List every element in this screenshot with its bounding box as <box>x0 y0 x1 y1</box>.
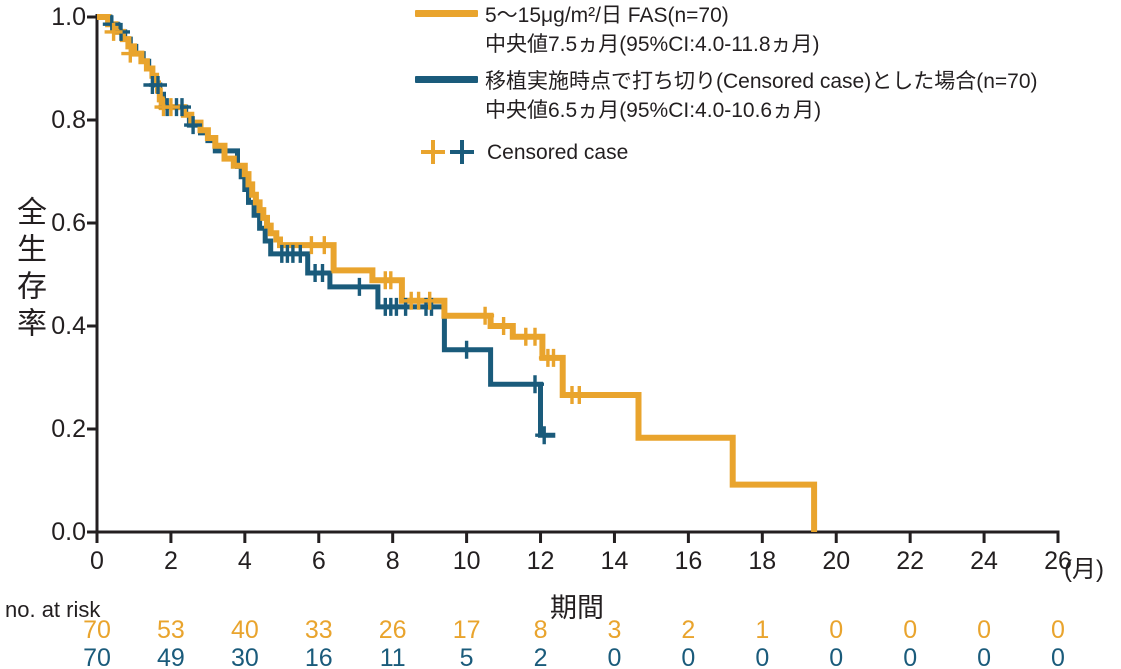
censor-mark <box>535 426 554 445</box>
y-tick-label: 0.4 <box>51 312 86 340</box>
censor-mark <box>570 386 589 404</box>
x-tick-label: 4 <box>237 547 252 575</box>
at-risk-value: 33 <box>304 616 333 644</box>
x-tick-label: 8 <box>385 547 400 575</box>
y-tick-label: 0.8 <box>51 106 86 134</box>
censor-mark <box>526 327 544 346</box>
at-risk-value: 0 <box>1051 644 1065 669</box>
at-risk-value: 2 <box>533 644 548 669</box>
censor-mark <box>457 340 476 359</box>
x-tick-label: 14 <box>600 547 629 575</box>
at-risk-value: 5 <box>459 644 474 669</box>
km-curve-fas <box>97 14 818 532</box>
censor-mark <box>291 244 310 263</box>
at-risk-value: 0 <box>755 644 770 669</box>
legend-label-fas: 5〜15μg/m²/日 FAS(n=70) <box>485 4 729 27</box>
x-tick-label: 20 <box>822 547 851 575</box>
censor-mark <box>381 271 400 290</box>
at-risk-value: 0 <box>903 616 918 644</box>
at-risk-value: 8 <box>533 616 548 644</box>
at-risk-value: 49 <box>157 644 185 669</box>
at-risk-value: 70 <box>83 644 111 669</box>
y-axis-title: 全生存率 <box>12 196 45 344</box>
legend-label-censored-case: Censored case <box>487 141 629 164</box>
at-risk-value: 26 <box>378 616 407 644</box>
at-risk-value: 0 <box>829 616 844 644</box>
legend-swatch-censored <box>415 76 478 83</box>
x-tick-label: 16 <box>674 547 703 575</box>
legend-median-censored: 中央値6.5ヵ月(95%CI:4.0-10.6ヵ月) <box>485 99 822 122</box>
x-tick-label: 18 <box>748 547 777 575</box>
censor-mark <box>149 76 167 94</box>
censor-mark <box>184 116 203 135</box>
censor-mark <box>313 264 332 282</box>
x-tick-label: 2 <box>163 547 178 575</box>
x-tick-label: 22 <box>896 547 925 575</box>
x-tick-label: 0 <box>90 547 104 575</box>
censor-mark <box>121 44 140 63</box>
y-tick-label: 1.0 <box>51 3 86 31</box>
at-risk-value: 0 <box>1051 616 1065 644</box>
x-tick-label: 24 <box>970 547 998 575</box>
at-risk-value: 11 <box>379 644 406 669</box>
at-risk-value: 0 <box>607 644 622 669</box>
legend-median-fas: 中央値7.5ヵ月(95%CI:4.0-11.8ヵ月) <box>485 33 820 56</box>
at-risk-value: 16 <box>304 644 333 669</box>
censor-mark <box>476 306 495 325</box>
y-tick-label: 0.0 <box>51 518 86 546</box>
x-tick-label: 6 <box>311 547 326 575</box>
x-tick-label: 26 <box>1044 547 1072 575</box>
x-axis-unit: (月) <box>1064 556 1104 583</box>
y-tick-label: 0.2 <box>51 415 86 443</box>
at-risk-value: 1 <box>755 616 770 644</box>
legend-entry-fas: 5〜15μg/m²/日 FAS(n=70) 中央値7.5ヵ月(95%CI:4.0… <box>485 1 820 59</box>
at-risk-value: 0 <box>829 644 844 669</box>
x-axis-title: 期間 <box>550 593 604 623</box>
censor-mark <box>350 277 369 296</box>
axis-lines <box>94 14 1060 534</box>
x-tick-label: 10 <box>452 547 481 575</box>
censor-mark <box>544 348 563 367</box>
x-tick-label: 12 <box>526 547 555 575</box>
at-risk-value: 0 <box>977 644 992 669</box>
at-risk-value: 70 <box>83 616 111 644</box>
censor-mark <box>494 317 513 335</box>
at-risk-value: 0 <box>903 644 918 669</box>
at-risk-value: 53 <box>157 616 185 644</box>
at-risk-value: 0 <box>681 644 696 669</box>
legend-entry-censored: 移植実施時点で打ち切り(Censored case)とした場合(n=70) 中央… <box>485 67 1038 125</box>
legend-label-censored: 移植実施時点で打ち切り(Censored case)とした場合(n=70) <box>485 70 1038 93</box>
censor-mark <box>104 22 123 41</box>
legend-swatch-fas <box>415 10 478 17</box>
censor-mark <box>526 375 544 394</box>
censor-mark <box>161 98 180 117</box>
at-risk-value: 30 <box>230 644 259 669</box>
y-tick-label: 0.6 <box>51 209 86 237</box>
at-risk-value: 2 <box>681 616 696 644</box>
at-risk-value: 17 <box>452 616 481 644</box>
censor-mark <box>315 236 334 255</box>
at-risk-value: 3 <box>607 616 622 644</box>
at-risk-value: 40 <box>230 616 259 644</box>
at-risk-value: 0 <box>977 616 992 644</box>
at-risk-label: no. at risk <box>5 597 101 622</box>
censor-mark <box>420 291 439 310</box>
censor-plus-icon <box>421 140 474 164</box>
